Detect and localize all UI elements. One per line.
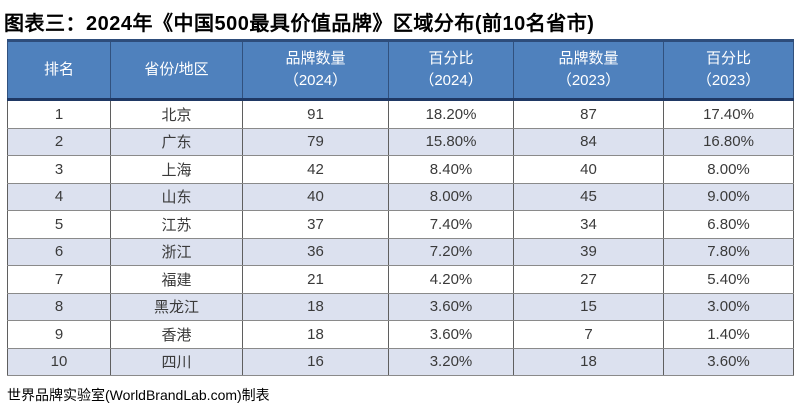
table-body: 1 北京 91 18.20% 87 17.40% 2 广东 79 15.80% 84 16.80% 3 上… — [7, 99, 794, 376]
table-cell: 15.80% — [388, 127, 514, 156]
table-cell: 6.80% — [663, 210, 794, 239]
table-cell: 16.80% — [663, 127, 794, 156]
table-row: 6 浙江 36 7.20% 39 7.80% — [7, 237, 794, 266]
column-header-label: 品牌数量 — [285, 50, 346, 67]
table-cell: 79 — [242, 127, 389, 156]
column-header-label: 省份/地区 — [144, 61, 209, 78]
column-header-label: （2024） — [283, 72, 348, 89]
table-cell: 山东 — [110, 182, 243, 211]
source-credit: 世界品牌实验室(WorldBrandLab.com)制表 — [7, 387, 270, 403]
table-cell: 34 — [513, 210, 664, 239]
table-cell: 福建 — [110, 265, 243, 294]
table-cell: 27 — [513, 265, 664, 294]
table-cell: 9.00% — [663, 182, 794, 211]
table-cell: 5 — [7, 210, 111, 239]
column-header-brand-count-2024: 品牌数量 （2024） — [242, 39, 389, 101]
table-cell: 3.60% — [388, 320, 514, 349]
table-cell: 四川 — [110, 347, 243, 376]
table-row: 3 上海 42 8.40% 40 8.00% — [7, 155, 794, 184]
table-cell: 广东 — [110, 127, 243, 156]
table-cell: 45 — [513, 182, 664, 211]
table-cell: 7.80% — [663, 237, 794, 266]
table-cell: 3 — [7, 155, 111, 184]
table-cell: 7 — [513, 320, 664, 349]
region-distribution-table: 排名 省份/地区 品牌数量 （2024） 百分比 （2024） 品牌数量 （20… — [7, 39, 794, 376]
table-cell: 18 — [513, 347, 664, 376]
column-header-label: （2023） — [556, 72, 621, 89]
table-row: 7 福建 21 4.20% 27 5.40% — [7, 265, 794, 294]
table-cell: 1 — [7, 99, 111, 129]
table-cell: 40 — [513, 155, 664, 184]
table-cell: 5.40% — [663, 265, 794, 294]
column-header-rank: 排名 — [7, 39, 111, 101]
table-cell: 江苏 — [110, 210, 243, 239]
table-cell: 3.00% — [663, 292, 794, 321]
table-row: 8 黑龙江 18 3.60% 15 3.00% — [7, 292, 794, 321]
column-header-province: 省份/地区 — [110, 39, 243, 101]
figure-title: 图表三：2024年《中国500最具价值品牌》区域分布(前10名省市) — [4, 13, 595, 35]
table-row: 2 广东 79 15.80% 84 16.80% — [7, 127, 794, 156]
table-cell: 上海 — [110, 155, 243, 184]
table-cell: 84 — [513, 127, 664, 156]
table-cell: 37 — [242, 210, 389, 239]
table-row: 4 山东 40 8.00% 45 9.00% — [7, 182, 794, 211]
table-cell: 6 — [7, 237, 111, 266]
table-cell: 8.40% — [388, 155, 514, 184]
table-cell: 1.40% — [663, 320, 794, 349]
column-header-label: 百分比 — [705, 50, 751, 67]
table-cell: 7 — [7, 265, 111, 294]
table-cell: 39 — [513, 237, 664, 266]
table-header-row: 排名 省份/地区 品牌数量 （2024） 百分比 （2024） 品牌数量 （20… — [7, 39, 794, 101]
table-cell: 18 — [242, 320, 389, 349]
table-cell: 8 — [7, 292, 111, 321]
table-cell: 7.20% — [388, 237, 514, 266]
table-cell: 15 — [513, 292, 664, 321]
table-cell: 9 — [7, 320, 111, 349]
table-cell: 42 — [242, 155, 389, 184]
table-cell: 21 — [242, 265, 389, 294]
table-cell: 7.40% — [388, 210, 514, 239]
table-cell: 17.40% — [663, 99, 794, 129]
table-cell: 3.20% — [388, 347, 514, 376]
table-cell: 36 — [242, 237, 389, 266]
table-row: 5 江苏 37 7.40% 34 6.80% — [7, 210, 794, 239]
table-cell: 91 — [242, 99, 389, 129]
table-cell: 浙江 — [110, 237, 243, 266]
column-header-label: 排名 — [43, 61, 74, 78]
table-cell: 18.20% — [388, 99, 514, 129]
table-cell: 40 — [242, 182, 389, 211]
table-cell: 4 — [7, 182, 111, 211]
table-cell: 4.20% — [388, 265, 514, 294]
table-cell: 2 — [7, 127, 111, 156]
table-cell: 3.60% — [663, 347, 794, 376]
column-header-percentage-2024: 百分比 （2024） — [388, 39, 514, 101]
column-header-label: （2024） — [419, 72, 483, 89]
table-cell: 8.00% — [388, 182, 514, 211]
table-cell: 10 — [7, 347, 111, 376]
table-cell: 16 — [242, 347, 389, 376]
column-header-percentage-2023: 百分比 （2023） — [663, 39, 794, 101]
table-cell: 87 — [513, 99, 664, 129]
table-row: 10 四川 16 3.20% 18 3.60% — [7, 347, 794, 376]
table-cell: 3.60% — [388, 292, 514, 321]
column-header-label: 百分比 — [428, 50, 474, 67]
table-row: 1 北京 91 18.20% 87 17.40% — [7, 99, 794, 129]
table-cell: 18 — [242, 292, 389, 321]
table-cell: 黑龙江 — [110, 292, 243, 321]
column-header-brand-count-2023: 品牌数量 （2023） — [513, 39, 664, 101]
column-header-label: （2023） — [696, 72, 761, 89]
table-cell: 北京 — [110, 99, 243, 129]
table-cell: 8.00% — [663, 155, 794, 184]
table-row: 9 香港 18 3.60% 7 1.40% — [7, 320, 794, 349]
column-header-label: 品牌数量 — [558, 50, 619, 67]
table-cell: 香港 — [110, 320, 243, 349]
